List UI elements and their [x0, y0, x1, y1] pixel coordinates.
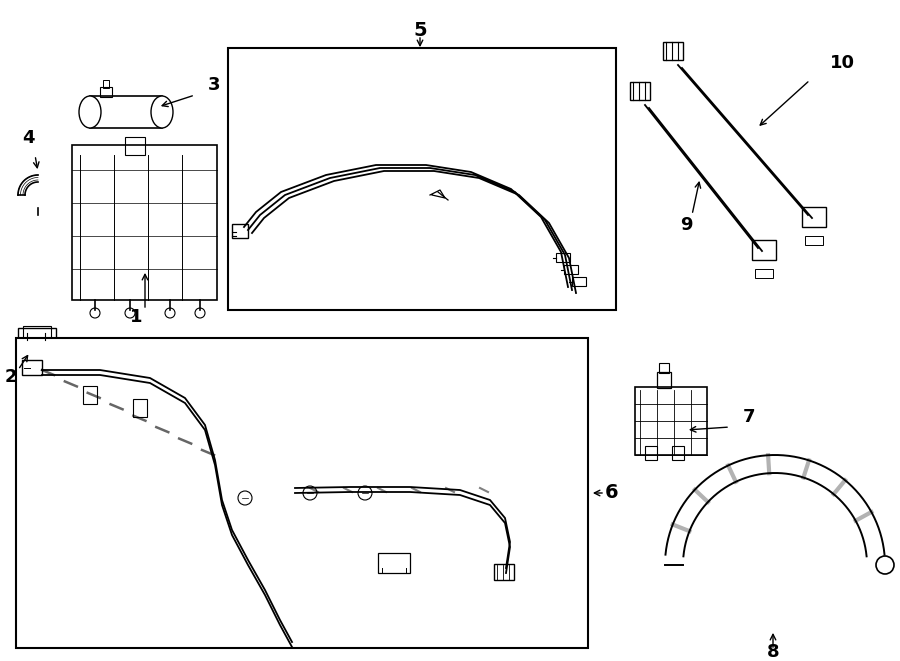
Text: 6: 6 [605, 483, 619, 502]
Bar [663, 42, 683, 60]
Text: 9: 9 [680, 216, 692, 234]
Text: 4: 4 [22, 129, 34, 147]
Bar [228, 48, 616, 310]
Bar [83, 386, 97, 404]
Bar [125, 137, 145, 155]
Bar [72, 145, 217, 300]
Bar [100, 87, 112, 97]
Text: 8: 8 [767, 643, 779, 661]
Bar [659, 363, 669, 373]
Text: 10: 10 [830, 54, 855, 72]
Bar [103, 80, 109, 88]
Bar [630, 82, 650, 100]
Bar [805, 236, 823, 245]
Bar [645, 446, 657, 460]
Bar [90, 96, 162, 128]
Bar [18, 328, 56, 358]
Bar [556, 253, 570, 262]
Text: 7: 7 [743, 408, 755, 426]
Ellipse shape [79, 96, 101, 128]
Bar [802, 207, 826, 227]
Circle shape [125, 308, 135, 318]
Text: 1: 1 [130, 308, 142, 326]
Text: 2: 2 [5, 368, 17, 386]
Ellipse shape [876, 556, 894, 574]
Circle shape [90, 308, 100, 318]
Bar [752, 240, 776, 260]
Bar [672, 446, 684, 460]
Circle shape [195, 308, 205, 318]
Bar [133, 399, 147, 417]
Bar [564, 265, 578, 274]
Bar [635, 387, 707, 455]
Bar [572, 277, 586, 286]
Circle shape [165, 308, 175, 318]
Bar [657, 372, 671, 388]
Bar [494, 564, 514, 580]
Bar [22, 360, 42, 375]
Text: 3: 3 [208, 76, 220, 94]
Bar [378, 553, 410, 573]
Bar [232, 224, 248, 238]
Ellipse shape [151, 96, 173, 128]
Bar [16, 338, 588, 648]
Bar [755, 269, 773, 278]
Text: 5: 5 [413, 20, 427, 40]
Bar [23, 326, 51, 340]
